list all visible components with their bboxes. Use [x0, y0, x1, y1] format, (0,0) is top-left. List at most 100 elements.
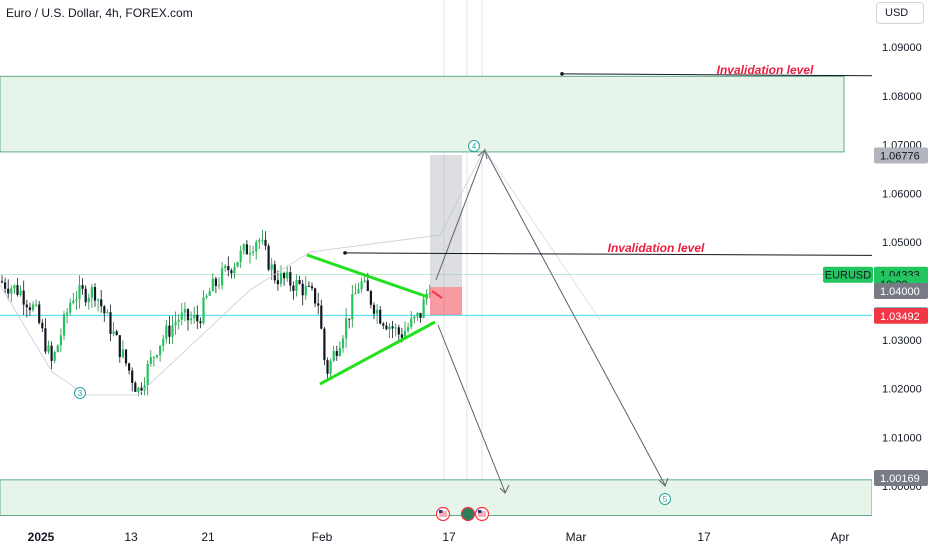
candle-body: [66, 312, 69, 315]
candle-body: [413, 316, 416, 319]
time-tick-label: 21: [201, 530, 215, 544]
candle-body: [326, 360, 329, 374]
candle-body: [121, 349, 124, 358]
candle-body: [109, 312, 112, 334]
invalidation-anchor: [343, 251, 347, 255]
candle-body: [13, 285, 16, 289]
invalidation-label: Invalidation level: [608, 241, 705, 255]
candle-body: [221, 268, 224, 286]
candle-body: [264, 239, 267, 246]
candle-body: [146, 363, 149, 386]
candle-body: [348, 318, 351, 320]
candle-body: [90, 287, 93, 298]
candle-body: [10, 288, 13, 294]
triangle-upper-line: [306, 253, 429, 299]
candle-body: [214, 278, 217, 286]
price-label: 1.04000: [874, 283, 928, 299]
candle-body: [81, 285, 84, 289]
candle-body: [270, 264, 273, 270]
time-tick-label: 17: [442, 530, 456, 544]
candle-body: [112, 331, 115, 334]
candle-body: [44, 328, 47, 352]
candle-body: [47, 345, 50, 352]
invalidation-line-lower: [344, 252, 873, 256]
candle-body: [124, 349, 128, 364]
wave-label-4: 4: [468, 140, 480, 152]
wave-label-circle: [468, 140, 480, 152]
candle-body: [168, 325, 171, 337]
candle-body: [171, 325, 174, 337]
candle-body: [224, 266, 227, 269]
price-label-text: 1.04000: [880, 286, 920, 298]
candle-body: [208, 291, 211, 296]
candle-body: [205, 295, 208, 298]
price-label-bg: [874, 469, 928, 486]
candle-body: [286, 272, 289, 279]
projection-arrow-bear: [437, 324, 506, 493]
currency-selector[interactable]: USD: [876, 2, 924, 24]
candle-body: [332, 351, 335, 361]
candle-body: [59, 335, 62, 346]
candle-body: [360, 281, 363, 290]
price-label-text: 1.03492: [880, 311, 920, 323]
candle-body: [419, 312, 422, 318]
candle-body: [410, 318, 413, 328]
candle-body: [31, 304, 35, 310]
time-tick-label: 2025: [28, 530, 55, 544]
price-tick-label: 1.09000: [882, 42, 922, 54]
candle-body: [248, 252, 252, 255]
invalidation-label: Invalidation level: [717, 63, 814, 77]
time-tick-label: 17: [697, 530, 711, 544]
candle-body: [186, 309, 190, 321]
time-axis: 2025 13 21 Feb 17 Mar 17 Apr: [0, 524, 872, 550]
candle-body: [289, 272, 292, 286]
time-tick-label: Mar: [566, 530, 587, 544]
candle-body: [118, 335, 121, 358]
wave-label-text: 3: [78, 389, 83, 398]
us-flag-icon[interactable]: [474, 506, 490, 522]
candle-body: [407, 327, 410, 331]
candle-body: [279, 273, 283, 285]
time-tick-label: 13: [124, 530, 138, 544]
candle-body: [394, 327, 397, 329]
symbol-tag: EURUSD: [823, 266, 873, 283]
candle-body: [323, 328, 326, 361]
candle-body: [25, 304, 28, 308]
candle-body: [341, 338, 345, 348]
candle-body: [41, 322, 44, 329]
globe-icon[interactable]: [460, 506, 476, 522]
position-target-box: [430, 155, 462, 287]
candle-body: [239, 250, 242, 262]
supply-zone: [0, 75, 845, 153]
globe-icon-circle: [460, 506, 476, 522]
invalidation-line-upper: [561, 73, 873, 77]
candle-body: [354, 293, 357, 295]
price-label: 1.06776: [874, 147, 928, 164]
symbol-tag-bg: [823, 266, 873, 283]
candle-body: [28, 307, 31, 310]
demand-zone: [0, 479, 873, 516]
price-label: 1.00169: [874, 469, 928, 486]
wave-path: [0, 147, 486, 396]
candle-body: [366, 280, 369, 292]
candle-body: [245, 244, 248, 255]
candle-body: [199, 321, 202, 324]
candle-body: [314, 288, 317, 304]
candle-body: [202, 297, 205, 324]
candle-body: [329, 360, 332, 374]
candle-body: [62, 314, 66, 336]
candle-body: [140, 387, 143, 391]
candle-body: [385, 325, 388, 330]
candle-body: [376, 309, 379, 314]
candle-body: [236, 261, 239, 267]
candle-body: [193, 314, 196, 319]
candle-body: [22, 290, 25, 305]
candle-body: [134, 382, 137, 392]
invalidation-anchor: [560, 72, 564, 76]
candle-body: [357, 289, 360, 294]
candle-body: [190, 318, 193, 321]
candle-body: [338, 347, 341, 356]
us-flag-icon[interactable]: [435, 506, 451, 522]
candle-body: [301, 283, 304, 296]
